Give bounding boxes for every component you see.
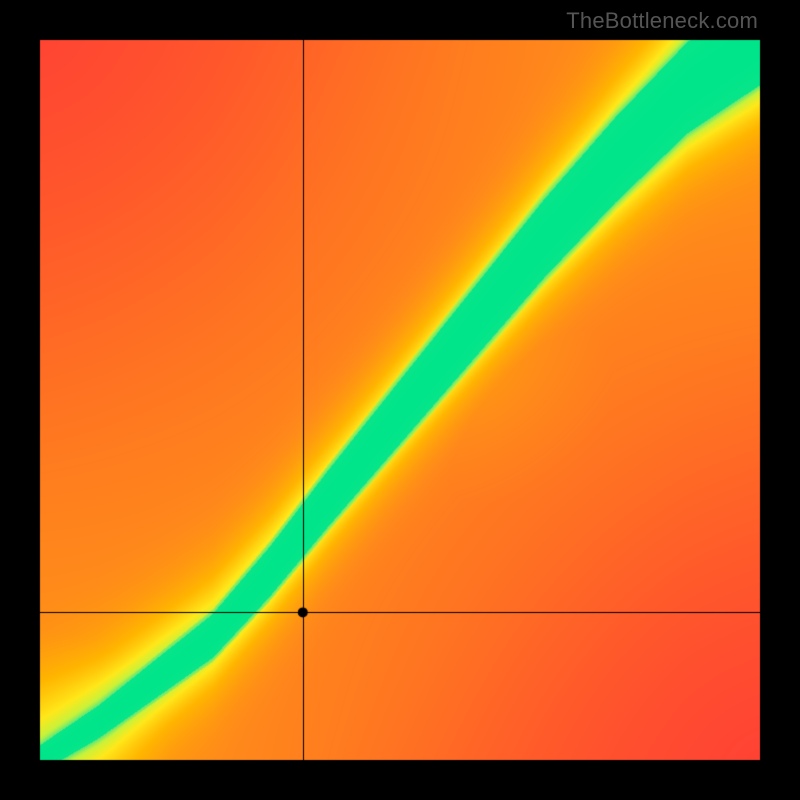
chart-container: TheBottleneck.com — [0, 0, 800, 800]
watermark-text: TheBottleneck.com — [566, 8, 758, 34]
heatmap-canvas — [0, 0, 800, 800]
